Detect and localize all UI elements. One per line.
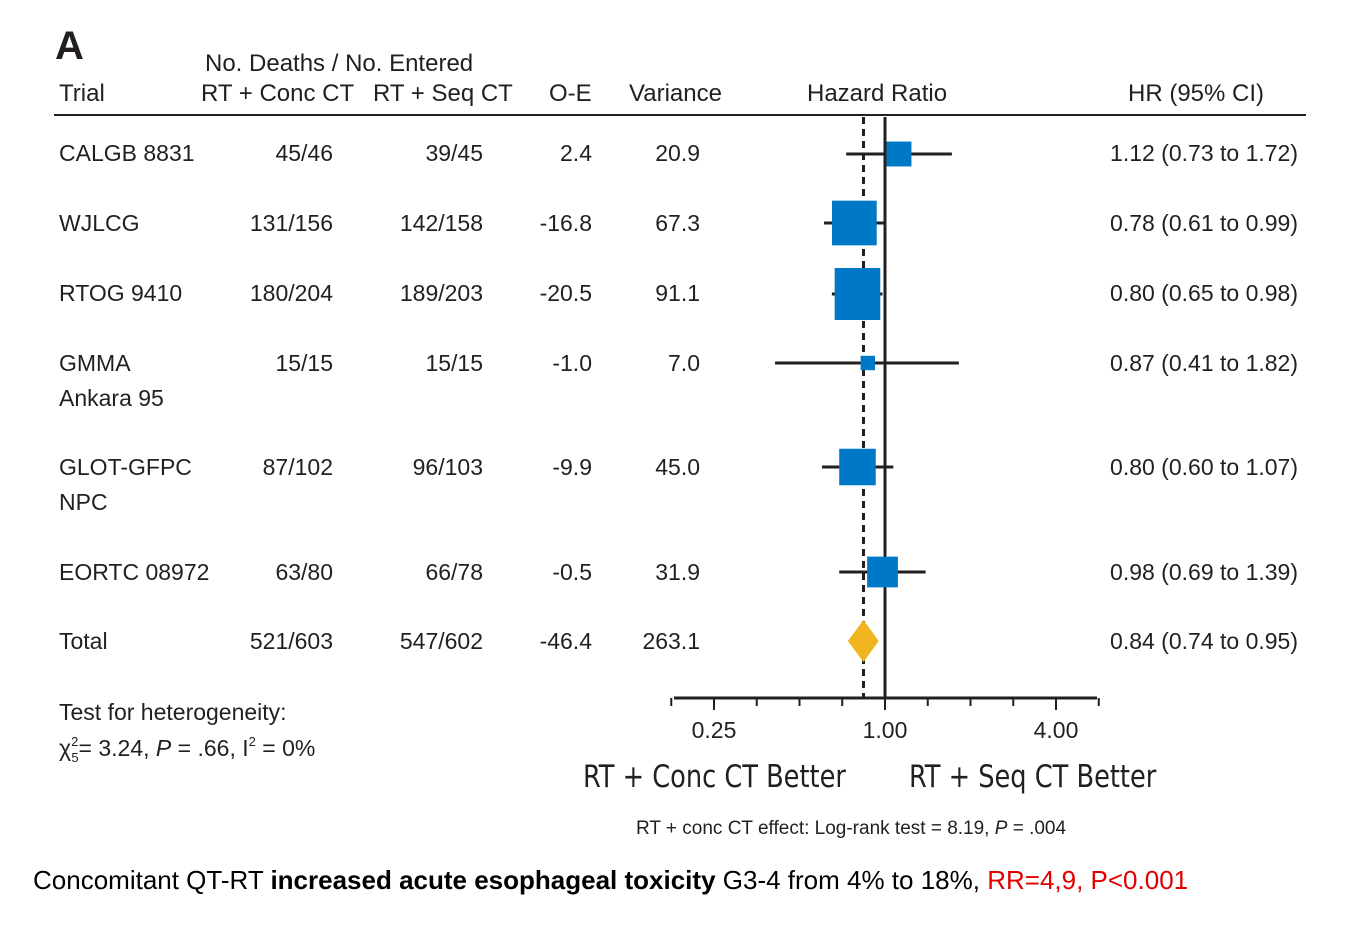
trial-name: GMMA — [59, 350, 131, 376]
seq-deaths: 547/602 — [399, 628, 483, 654]
caption-middle: G3-4 from 4% to 18%, — [715, 865, 988, 895]
hr-ci-header: HR (95% CI) — [1128, 80, 1265, 107]
seq-deaths: 142/158 — [399, 210, 483, 236]
seq-deaths: 15/15 — [425, 350, 483, 376]
hr-square — [860, 355, 876, 371]
oe-value: -20.5 — [539, 280, 592, 306]
caption-start: Concomitant QT-RT — [33, 865, 271, 895]
seq-deaths: 66/78 — [425, 559, 483, 585]
logrank-text: RT + conc CT effect: Log-rank test = 8.1… — [636, 818, 995, 839]
caption-stat: RR=4,9, P<0.001 — [987, 865, 1189, 895]
hr-ci-value: 1.12 (0.73 to 1.72) — [1110, 140, 1298, 166]
hr-square — [839, 448, 876, 486]
i-value: = 0% — [255, 735, 316, 761]
oe-value: -1.0 — [552, 350, 592, 376]
conc-deaths: 131/156 — [249, 210, 333, 236]
logrank-p-value: = .004 — [1007, 818, 1067, 839]
variance-value: 20.9 — [655, 140, 700, 166]
chi-value: = 3.24, — [78, 735, 156, 761]
trial-name: WJLCG — [59, 210, 140, 236]
conc-deaths: 521/603 — [249, 628, 333, 654]
seq-deaths: 189/203 — [399, 280, 483, 306]
hr-ci-value: 0.78 (0.61 to 0.99) — [1110, 210, 1298, 236]
trial-name: GLOT-GFPC — [59, 454, 192, 480]
oe-value: -46.4 — [539, 628, 592, 654]
oe-value: -16.8 — [539, 210, 592, 236]
header-rule — [54, 114, 1306, 116]
trial-name: RTOG 9410 — [59, 280, 183, 306]
p-label: P — [155, 735, 172, 761]
p-value: = .66, I — [171, 735, 249, 761]
trial-name: CALGB 8831 — [59, 140, 195, 166]
chi-symbol: χ — [59, 735, 72, 761]
conc-deaths: 15/15 — [275, 350, 333, 376]
hr-ci-value: 0.87 (0.41 to 1.82) — [1110, 350, 1298, 376]
seq-deaths: 96/103 — [412, 454, 483, 480]
variance-value: 67.3 — [655, 210, 700, 236]
conc-deaths: 180/204 — [249, 280, 333, 306]
conc-better-label: RT + Conc CT Better — [583, 759, 846, 795]
hr-square — [867, 556, 898, 588]
hazard-ratio-header: Hazard Ratio — [807, 80, 948, 107]
trial-name: EORTC 08972 — [59, 559, 210, 585]
heterogeneity-title: Test for heterogeneity: — [59, 699, 287, 725]
variance-value: 45.0 — [655, 454, 700, 480]
variance-header: Variance — [629, 80, 722, 107]
oe-value: -0.5 — [552, 559, 592, 585]
seq-deaths: 39/45 — [425, 140, 483, 166]
deaths-group-header: No. Deaths / No. Entered — [205, 50, 474, 77]
panel-label: A — [55, 24, 84, 68]
logrank-note: RT + conc CT effect: Log-rank test = 8.1… — [636, 818, 1066, 840]
x-tick-label: 1.00 — [863, 717, 908, 743]
hr-ci-value: 0.80 (0.65 to 0.98) — [1110, 280, 1298, 306]
variance-value: 263.1 — [642, 628, 700, 654]
hr-ci-value: 0.80 (0.60 to 1.07) — [1110, 454, 1298, 480]
conc-deaths: 63/80 — [275, 559, 333, 585]
total-diamond — [847, 620, 879, 662]
variance-value: 7.0 — [668, 350, 700, 376]
i-superscript: 2 — [248, 734, 256, 749]
trial-name: Total — [59, 628, 108, 654]
hr-square — [886, 141, 912, 167]
hr-ci-value: 0.98 (0.69 to 1.39) — [1110, 559, 1298, 585]
x-tick-label: 0.25 — [692, 717, 737, 743]
caption-bold: increased acute esophageal toxicity — [270, 865, 716, 895]
trial-name: NPC — [59, 489, 108, 515]
oe-header: O-E — [549, 80, 592, 107]
conc-deaths: 45/46 — [275, 140, 333, 166]
variance-value: 91.1 — [655, 280, 700, 306]
hr-square — [832, 200, 877, 246]
conc-deaths: 87/102 — [262, 454, 333, 480]
chi-subscript: 5 — [71, 750, 79, 765]
chi-superscript: 2 — [71, 734, 79, 749]
caption: Concomitant QT-RT increased acute esopha… — [33, 865, 1188, 896]
hr-ci-value: 0.84 (0.74 to 0.95) — [1110, 628, 1298, 654]
conc-header: RT + Conc CT — [201, 80, 355, 107]
variance-value: 31.9 — [655, 559, 700, 585]
heterogeneity-stats: χ25= 3.24, P = .66, I2 = 0% — [59, 734, 315, 765]
oe-value: -9.9 — [552, 454, 592, 480]
x-tick-label: 4.00 — [1034, 717, 1079, 743]
trial-header: Trial — [59, 80, 105, 107]
seq-better-label: RT + Seq CT Better — [909, 759, 1157, 795]
seq-header: RT + Seq CT — [373, 80, 513, 107]
oe-value: 2.4 — [560, 140, 592, 166]
hr-square — [834, 268, 881, 320]
logrank-p-label: P — [994, 818, 1008, 839]
trial-name: Ankara 95 — [59, 385, 164, 411]
